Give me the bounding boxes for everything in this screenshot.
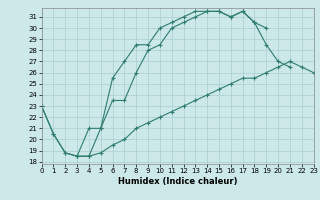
X-axis label: Humidex (Indice chaleur): Humidex (Indice chaleur) [118, 177, 237, 186]
